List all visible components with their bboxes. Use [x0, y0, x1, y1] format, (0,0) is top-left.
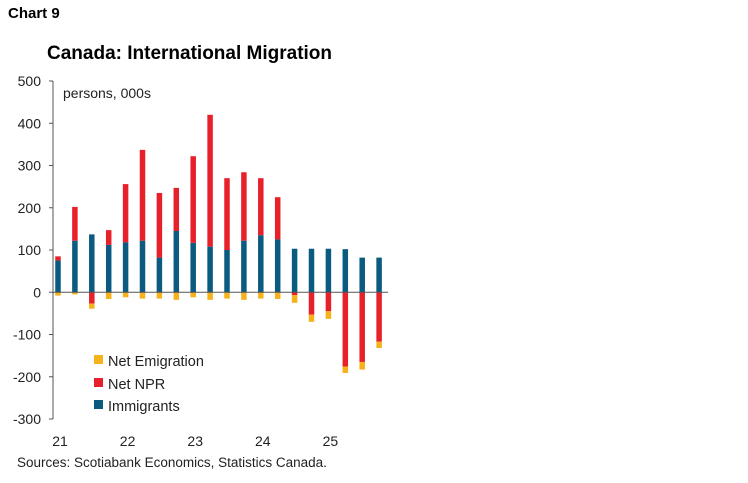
bar-net-npr	[190, 156, 196, 243]
x-tick-label: 21	[52, 433, 68, 449]
y-tick-label: 100	[18, 242, 42, 258]
bar-net-npr	[342, 292, 349, 367]
y-axis-ticks: 500 400 300 200 100 0 -100 -200 -300	[13, 73, 53, 427]
bar-immigrants	[72, 240, 78, 293]
y-tick-label: -300	[13, 411, 41, 427]
chart-label: Chart 9	[8, 5, 60, 22]
unit-label: persons, 000s	[63, 85, 151, 101]
source-note: Sources: Scotiabank Economics, Statistic…	[17, 455, 327, 470]
bar-net-emigration	[359, 361, 365, 370]
bar-net-npr	[89, 292, 95, 304]
y-tick-label: -100	[13, 327, 41, 343]
bar-net-emigration	[72, 292, 78, 295]
bar-net-npr	[156, 192, 163, 258]
bar-net-emigration	[308, 314, 315, 322]
bar-immigrants	[139, 240, 146, 293]
bar-net-npr	[207, 114, 213, 247]
bar-net-npr	[72, 206, 78, 241]
bar-net-npr	[359, 292, 365, 362]
x-tick-label: 23	[187, 433, 203, 449]
legend-swatch	[94, 355, 103, 364]
bar-net-emigration	[89, 303, 95, 309]
bar-net-emigration	[342, 366, 349, 373]
bar-net-emigration	[325, 311, 332, 319]
bar-net-emigration	[105, 292, 112, 300]
x-axis-ticks: 21 22 23 24 25	[52, 433, 338, 449]
bar-immigrants	[105, 244, 112, 293]
bar-immigrants	[55, 260, 61, 293]
bar-net-npr	[224, 178, 230, 250]
bar-immigrants	[190, 242, 196, 293]
bar-net-emigration	[291, 295, 298, 303]
bar-net-npr	[139, 149, 146, 241]
bar-net-emigration	[122, 292, 129, 298]
legend-label: Net Emigration	[108, 354, 204, 370]
bar-immigrants	[274, 239, 281, 293]
legend-label: Net NPR	[108, 377, 165, 393]
y-tick-label: 400	[18, 115, 42, 131]
bar-immigrants	[291, 248, 298, 293]
bar-net-emigration	[224, 292, 230, 299]
bar-net-emigration	[55, 292, 61, 296]
x-tick-label: 24	[255, 433, 271, 449]
bar-immigrants	[376, 257, 382, 293]
bar-net-npr	[274, 197, 281, 240]
bar-immigrants	[241, 240, 247, 293]
bar-immigrants	[207, 246, 213, 293]
legend-label: Immigrants	[108, 399, 180, 415]
bar-net-emigration	[173, 292, 180, 300]
bar-immigrants	[89, 234, 95, 293]
bar-net-npr	[291, 292, 298, 296]
bar-net-npr	[308, 292, 315, 315]
bar-net-npr	[258, 178, 264, 236]
bar-net-emigration	[190, 292, 196, 298]
bar-immigrants	[359, 257, 365, 293]
x-tick-label: 25	[323, 433, 339, 449]
bar-immigrants	[342, 249, 349, 293]
y-tick-label: 300	[18, 158, 42, 174]
bar-net-emigration	[241, 292, 247, 300]
y-tick-label: 0	[33, 284, 41, 300]
y-tick-label: -200	[13, 369, 41, 385]
bar-net-npr	[325, 292, 332, 312]
bar-net-emigration	[139, 292, 146, 299]
bar-net-npr	[376, 292, 382, 342]
bar-net-npr	[122, 184, 129, 243]
bar-immigrants	[308, 248, 315, 293]
legend-swatch	[94, 378, 103, 387]
y-tick-label: 500	[18, 73, 42, 89]
bar-net-npr	[55, 256, 61, 261]
chart-title: Canada: International Migration	[47, 43, 333, 64]
bar-net-emigration	[258, 292, 264, 299]
bar-immigrants	[224, 250, 230, 293]
bar-net-npr	[241, 172, 247, 241]
bar-net-npr	[173, 187, 180, 231]
y-tick-label: 200	[18, 200, 42, 216]
legend: Net Emigration Net NPR Immigrants	[94, 354, 204, 415]
bar-net-emigration	[207, 292, 213, 300]
bar-series	[55, 114, 382, 373]
bar-immigrants	[173, 230, 180, 293]
x-tick-label: 22	[120, 433, 136, 449]
bar-immigrants	[156, 257, 163, 293]
bar-net-emigration	[156, 292, 163, 299]
bar-immigrants	[122, 242, 129, 293]
bar-net-npr	[105, 230, 112, 245]
bar-net-emigration	[274, 292, 281, 300]
bar-immigrants	[258, 235, 264, 293]
bar-net-emigration	[376, 341, 382, 349]
legend-swatch	[94, 400, 103, 409]
bar-immigrants	[325, 248, 332, 293]
